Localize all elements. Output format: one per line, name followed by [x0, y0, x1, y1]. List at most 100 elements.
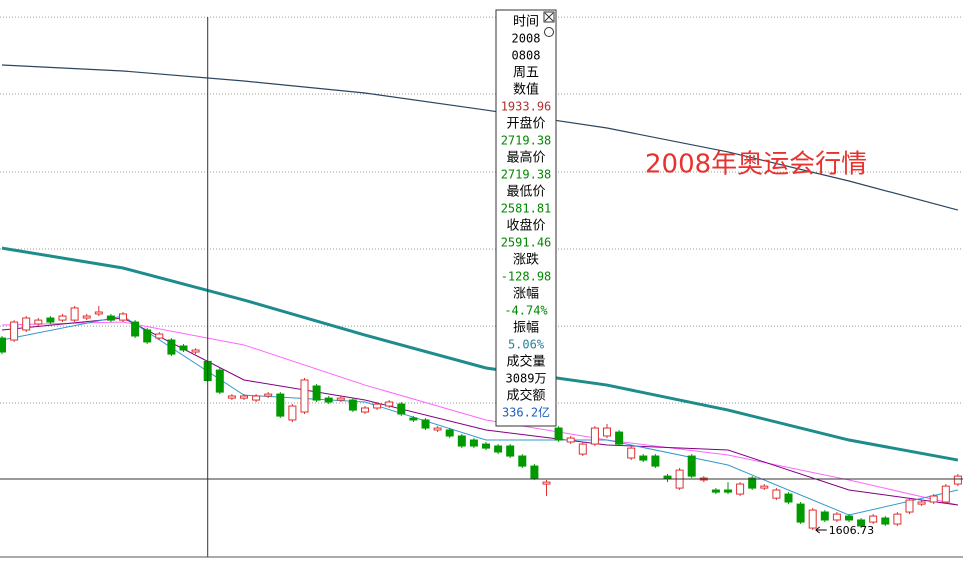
candle-body	[905, 499, 914, 513]
candle-body	[397, 403, 406, 415]
candle-body	[893, 513, 902, 525]
candle-body	[336, 397, 345, 401]
panel-item: 2581.81	[501, 202, 552, 216]
candle-body	[373, 403, 382, 409]
candle-body	[70, 307, 79, 321]
candle-body	[10, 321, 19, 341]
candle-body	[724, 489, 732, 493]
candle-body	[469, 439, 478, 447]
candle-body	[131, 321, 140, 337]
candle-body	[276, 393, 285, 417]
candle-body	[566, 437, 575, 443]
low-label: 1606.73	[829, 524, 875, 537]
panel-item: 2719.38	[501, 168, 552, 182]
candle-body	[288, 405, 297, 421]
candle-body	[941, 485, 950, 503]
candle-body	[22, 317, 31, 331]
panel-item: 0808	[512, 49, 541, 63]
panel-item: 成交量	[506, 354, 545, 370]
panel-item: 最低价	[506, 185, 545, 200]
candle-body	[385, 401, 394, 407]
candle-body	[0, 337, 6, 353]
panel-item: 收盘价	[506, 218, 545, 234]
candle-body	[312, 385, 321, 401]
candle-body	[421, 419, 430, 429]
low-arrow	[815, 526, 827, 534]
candle-body	[857, 519, 866, 527]
panel-item: 2008	[512, 32, 541, 46]
candle-body	[433, 427, 442, 431]
candle-body	[748, 477, 757, 489]
candle-body	[651, 455, 660, 467]
panel-box	[495, 9, 557, 427]
candle-body	[409, 417, 418, 421]
candle-body	[155, 333, 164, 339]
candle-body	[82, 315, 91, 319]
candle-body	[94, 311, 103, 315]
candle-body	[300, 379, 309, 413]
candle-body	[240, 395, 248, 399]
candle-body	[143, 329, 152, 343]
candle-body	[603, 427, 611, 437]
panel-item: 5.06%	[508, 338, 545, 352]
panel-item: 2591.46	[501, 236, 552, 250]
candle-body	[167, 339, 176, 355]
panel-item: 涨幅	[513, 287, 539, 302]
annotation: 2008年奥运会行情	[645, 150, 867, 180]
candle-body	[324, 397, 333, 403]
candle-body	[361, 407, 369, 413]
moving-average-line	[1, 246, 959, 462]
candle-body	[227, 395, 236, 399]
candle-body	[627, 447, 636, 459]
candle-body	[554, 427, 563, 441]
panel-item: 成交额	[506, 388, 545, 404]
panel-item: 2719.38	[501, 134, 552, 148]
panel-item: -128.98	[501, 270, 552, 284]
candle-body	[264, 393, 273, 397]
candle-body	[845, 515, 853, 521]
candle-body	[639, 455, 648, 461]
pin-button[interactable]	[544, 27, 554, 37]
candle-body	[348, 399, 357, 411]
candle-body	[687, 455, 696, 477]
panel-item: 数值	[513, 82, 539, 98]
panel-item: 开盘价	[506, 116, 545, 132]
candle-body	[179, 345, 188, 351]
panel-item: 涨跌	[513, 252, 539, 268]
moving-average-line	[1, 317, 958, 506]
candle-body	[494, 445, 503, 453]
candle-body	[917, 501, 926, 505]
candle-body	[46, 317, 55, 323]
candle-body	[820, 511, 829, 521]
candle-body	[796, 503, 805, 523]
candle-body	[518, 455, 527, 467]
panel-item: 周五	[513, 66, 539, 81]
panel-item: 振幅	[513, 321, 539, 336]
candle-body	[119, 313, 127, 321]
candle-body	[106, 315, 115, 321]
candle-body	[711, 489, 720, 493]
moving-average-line	[1, 64, 959, 211]
candle-body	[457, 435, 466, 447]
candle-body	[482, 443, 490, 449]
panel-item: 1933.96	[501, 100, 552, 114]
panel-item: -4.74%	[504, 304, 548, 318]
close-icon	[544, 12, 554, 22]
candle-body	[772, 489, 781, 499]
panel-item: 时间	[513, 15, 539, 30]
candle-body	[252, 395, 261, 401]
candle-body	[506, 445, 515, 457]
candle-body	[58, 315, 67, 321]
candle-body	[34, 319, 43, 325]
candle-body	[881, 517, 890, 525]
candle-body	[191, 349, 200, 353]
candle-body	[215, 369, 224, 393]
candle-body	[590, 427, 599, 445]
candle-body	[615, 431, 624, 445]
candle-body	[760, 485, 769, 489]
candle-body	[869, 515, 878, 523]
candle-body	[736, 483, 745, 495]
